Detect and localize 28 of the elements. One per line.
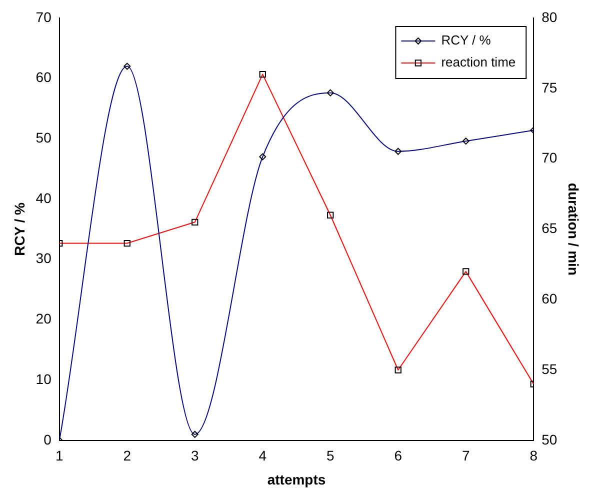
- x-tick-label: 2: [123, 448, 132, 464]
- y-tick-label: 20: [36, 310, 52, 327]
- x-tick-label: 8: [530, 448, 538, 464]
- y2-axis-title: duration / min: [566, 182, 582, 276]
- y2-tick-label: 65: [542, 220, 558, 236]
- y-tick-label: 40: [36, 190, 52, 206]
- y2-tick-label: 60: [542, 290, 558, 306]
- x-tick-label: 6: [394, 448, 402, 464]
- x-tick-label: 4: [258, 448, 267, 464]
- y-tick-label: 60: [36, 69, 52, 86]
- y-axis-title: RCY / %: [11, 202, 28, 256]
- x-axis-title: attempts: [267, 471, 326, 488]
- y-tick-label: 70: [36, 8, 52, 25]
- y2-tick-label: 80: [542, 8, 558, 25]
- y2-tick-label: 50: [542, 431, 558, 448]
- x-tick-label: 3: [190, 448, 199, 464]
- x-tick-label: 7: [462, 448, 470, 464]
- y-tick-label: 0: [44, 431, 52, 448]
- y2-tick-label: 55: [542, 360, 558, 377]
- y2-tick-label: 75: [542, 79, 558, 96]
- x-tick-label: 1: [55, 448, 64, 464]
- y-tick-label: 10: [36, 370, 52, 387]
- x-tick-label: 5: [326, 448, 334, 464]
- y-tick-label: 50: [36, 130, 52, 146]
- legend-label: RCY / %: [441, 32, 492, 48]
- legend-label: reaction time: [441, 54, 516, 70]
- y2-tick-label: 70: [542, 150, 558, 166]
- y-tick-label: 30: [36, 250, 52, 266]
